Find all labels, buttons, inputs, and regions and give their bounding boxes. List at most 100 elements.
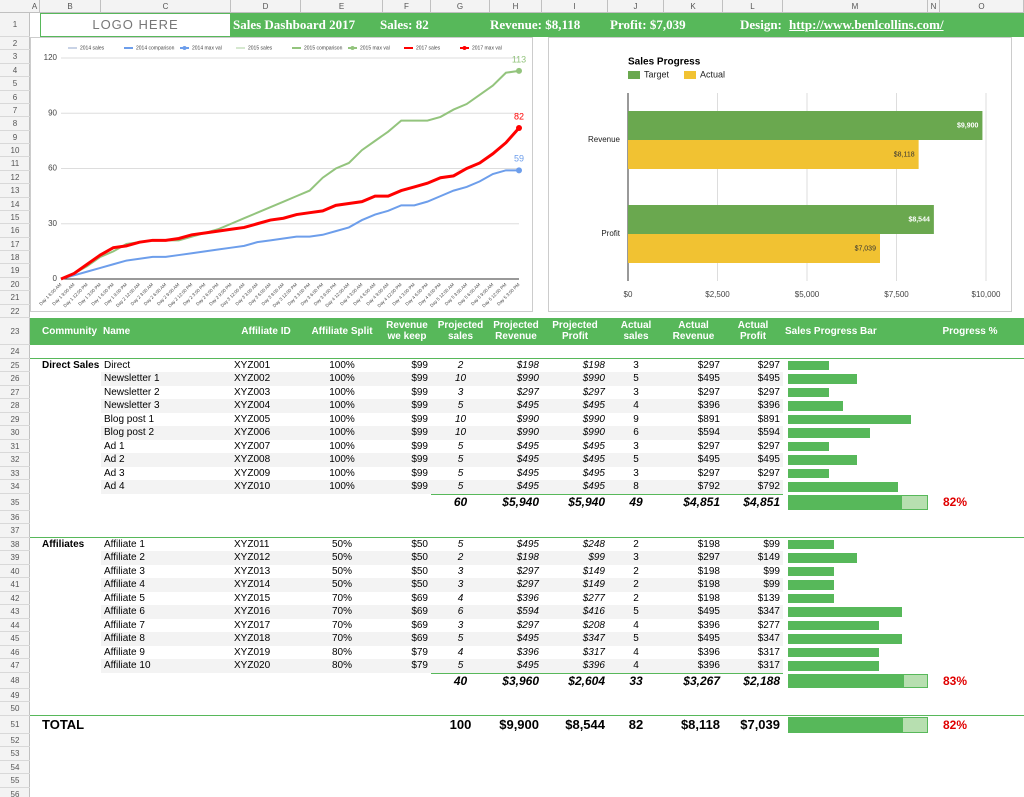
cell: $891 [757, 413, 780, 425]
cell: XYZ015 [234, 592, 271, 604]
cell: $792 [697, 481, 720, 493]
row-header: 12 [0, 171, 30, 185]
cell: XYZ018 [234, 633, 271, 645]
row-header: 39 [0, 551, 30, 565]
cell: $594 [516, 606, 539, 618]
column-title: Actual Profit [737, 320, 769, 343]
row-header: 21 [0, 291, 30, 305]
row-stripe [101, 453, 783, 467]
row-header: 16 [0, 224, 30, 238]
row-header: 25 [0, 359, 30, 373]
cell: Affiliate 4 [104, 579, 145, 591]
cell: XYZ017 [234, 619, 271, 631]
cell: Blog post 2 [104, 427, 155, 439]
cell: XYZ009 [234, 467, 271, 479]
section-line [30, 536, 1024, 538]
row-stripe [101, 372, 783, 386]
cell: 5 [633, 633, 639, 645]
column-title: Projected sales [437, 320, 484, 343]
column-title: Affiliate Split [311, 325, 373, 337]
column-header: A [30, 0, 40, 13]
progress-bar [788, 716, 903, 733]
row-stripe [101, 632, 783, 646]
cell: $50 [411, 579, 428, 591]
row-header: 33 [0, 467, 30, 481]
progress-bar [788, 455, 857, 465]
cell: 5 [633, 606, 639, 618]
legend-label: 2015 comparison [304, 45, 343, 51]
column-header: L [723, 0, 783, 13]
cell: 5 [633, 454, 639, 466]
progress-bar [788, 482, 898, 492]
legend-label: 2014 max val [192, 45, 222, 51]
series-line [60, 169, 519, 280]
max-marker [516, 124, 522, 131]
data-label: 59 [514, 154, 524, 164]
cell: $149 [582, 579, 605, 591]
column-title: Actual sales [620, 320, 652, 343]
cell: 82 [628, 716, 644, 732]
cell: XYZ007 [234, 440, 271, 452]
cell: $495 [582, 440, 605, 452]
cell: 70% [331, 606, 352, 618]
series-line [60, 126, 521, 281]
cell: $495 [516, 467, 539, 479]
row-header: 35 [0, 494, 30, 511]
cell: Ad 3 [104, 467, 125, 479]
cell: 5 [457, 660, 464, 672]
y-tick-label: 120 [44, 53, 58, 62]
cell: $594 [757, 427, 780, 439]
row-header: 49 [0, 689, 30, 703]
column-title: Progress % [942, 325, 998, 337]
cell: 6 [457, 606, 464, 618]
row-header: 48 [0, 673, 30, 689]
data-label: $9,900 [957, 122, 979, 129]
cell: 100% [329, 359, 355, 371]
cell: 2 [457, 552, 464, 564]
cell: $495 [516, 481, 539, 493]
row-header: 10 [0, 144, 30, 158]
cell: 3 [633, 552, 639, 564]
cell: $50 [411, 565, 428, 577]
data-label: $8,544 [908, 216, 930, 223]
cell: XYZ012 [234, 552, 271, 564]
cell: 2 [633, 592, 639, 604]
legend-label: 2015 max val [360, 45, 390, 51]
cell: 3 [633, 467, 639, 479]
cell: $297 [516, 565, 539, 577]
cell: $347 [582, 633, 605, 645]
column-title: Community [42, 325, 97, 337]
cell: XYZ001 [234, 359, 271, 371]
cell: $396 [697, 660, 720, 672]
column-header: E [301, 0, 383, 13]
legend-label: 2014 comparison [136, 45, 175, 51]
row-header: 47 [0, 659, 30, 673]
cell: Affiliate 7 [104, 619, 145, 631]
cell: $495 [757, 373, 780, 385]
cell: $4,851 [683, 494, 720, 509]
row-header: 41 [0, 578, 30, 592]
column-title: Name [103, 325, 131, 337]
cell: $99 [411, 400, 428, 412]
cell: $69 [411, 619, 428, 631]
cell: Affiliate 1 [104, 538, 145, 550]
cell: Ad 4 [104, 481, 125, 493]
cell: $416 [582, 606, 605, 618]
row-header: 42 [0, 592, 30, 606]
cell: XYZ011 [234, 538, 270, 550]
cell: 80% [331, 646, 352, 658]
progress-bar [788, 494, 903, 510]
row-header: 54 [0, 761, 30, 775]
row-header: 46 [0, 646, 30, 660]
cell: $99 [763, 538, 780, 550]
cell: 3 [457, 386, 464, 398]
column-title: Projected Revenue [493, 320, 539, 343]
cell: $4,851 [743, 494, 780, 509]
banner-link[interactable]: http://www.benlcollins.com/ [789, 17, 944, 32]
cell: $69 [411, 606, 428, 618]
cell: 5 [457, 440, 464, 452]
cell: $297 [697, 440, 720, 452]
row-header: 14 [0, 198, 30, 211]
bar [628, 140, 919, 169]
